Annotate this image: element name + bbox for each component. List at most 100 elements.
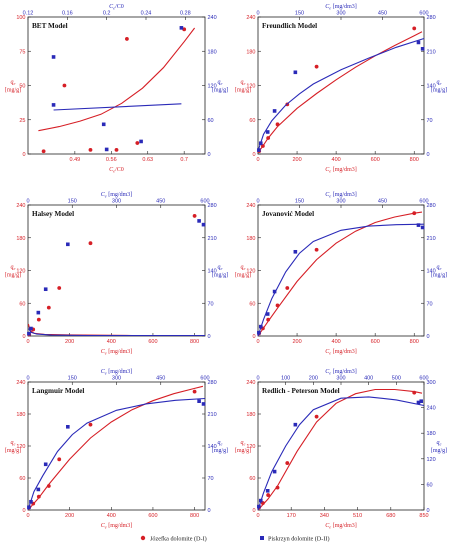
x2-tick-label: 300 — [336, 11, 345, 17]
data-point-blue — [101, 122, 106, 127]
y2-axis-unit: [mg/g] — [212, 88, 228, 94]
x-tick-label: 600 — [371, 339, 380, 345]
legend-item-jozefka: Józefka dolomite (D-I) — [140, 535, 207, 542]
chart-title: Langmuir Model — [32, 387, 84, 395]
x2-tick-label: 0 — [256, 11, 259, 17]
x-tick-label: 800 — [190, 513, 199, 519]
y2-tick-label: 120 — [208, 84, 217, 90]
y2-tick-label: 0 — [427, 152, 430, 158]
y-axis-unit: [mg/g] — [235, 448, 251, 454]
y-tick-label: 75 — [19, 49, 25, 55]
x-tick-label: 850 — [419, 513, 428, 519]
x2-tick-label: 0.2 — [103, 11, 111, 17]
data-point-blue — [197, 399, 201, 403]
fit-curve-blue — [257, 396, 425, 511]
y2-tick-label: 210 — [427, 49, 436, 55]
data-point-red — [62, 83, 67, 88]
data-point-blue — [272, 109, 277, 113]
y2-axis-label: qe — [437, 80, 442, 87]
data-point-red — [135, 141, 140, 145]
x2-axis-label: Ce/C0 — [109, 4, 124, 11]
y2-axis-label: qe — [218, 265, 223, 272]
y-axis-label: qe — [11, 265, 16, 272]
x-tick-label: 200 — [65, 339, 74, 345]
x-axis-label: Ce [mg/dm3] — [325, 523, 356, 530]
y-tick-label: 180 — [16, 236, 25, 242]
y2-tick-label: 280 — [208, 380, 217, 386]
data-point-blue — [51, 55, 56, 59]
x2-tick-label: 0 — [26, 199, 29, 205]
data-point-blue — [257, 148, 261, 152]
data-point-blue — [27, 331, 31, 336]
x-tick-label: 510 — [353, 513, 362, 519]
y2-axis-unit: [mg/g] — [431, 448, 447, 454]
data-point-blue — [36, 487, 41, 492]
fit-curve-blue — [53, 103, 182, 111]
data-point-blue — [416, 400, 421, 405]
y-tick-label: 60 — [19, 301, 25, 307]
x2-tick-label: 150 — [295, 11, 304, 17]
y2-tick-label: 280 — [208, 203, 217, 209]
data-point-red — [192, 214, 197, 218]
x2-tick-label: 0 — [26, 376, 29, 382]
x-tick-label: 0 — [256, 513, 259, 519]
data-point-red — [88, 422, 93, 427]
chart-title: Freundlich Model — [262, 22, 317, 30]
plot-frame — [27, 204, 206, 337]
data-point-red — [412, 26, 417, 31]
x2-tick-label: 450 — [156, 199, 165, 205]
y-axis-unit: [mg/g] — [235, 273, 251, 279]
y-tick-label: 180 — [246, 412, 255, 418]
x2-tick-label: 300 — [336, 199, 345, 205]
data-point-blue — [265, 130, 270, 134]
x-tick-label: 0 — [256, 339, 259, 345]
x2-tick-label: 400 — [364, 376, 373, 382]
data-point-blue — [104, 147, 109, 152]
x-tick-label: 400 — [332, 157, 341, 163]
data-point-red — [285, 286, 290, 290]
x2-tick-label: 500 — [392, 376, 401, 382]
fit-curve-red — [27, 385, 204, 511]
x2-axis-label: Ce [mg/dm3] — [325, 369, 356, 376]
x-tick-label: 200 — [292, 157, 301, 163]
x2-tick-label: 300 — [112, 199, 121, 205]
data-point-blue — [416, 223, 421, 227]
data-point-blue — [139, 139, 143, 144]
x-tick-label: 600 — [371, 157, 380, 163]
data-point-red — [36, 494, 41, 499]
y-axis-label: qe — [11, 440, 16, 447]
y2-tick-label: 0 — [427, 508, 430, 514]
y2-tick-label: 0 — [208, 334, 211, 340]
y-tick-label: 60 — [249, 301, 255, 307]
x2-tick-label: 0.12 — [23, 11, 34, 17]
x-axis-label: Ce/C0 — [109, 167, 124, 174]
y-tick-label: 180 — [246, 236, 255, 242]
fit-curve-blue — [257, 223, 425, 337]
x2-axis-label: Ce [mg/dm3] — [101, 192, 132, 199]
x-tick-label: 0.7 — [180, 157, 188, 163]
data-point-red — [41, 149, 46, 154]
chart-title: Jovanović Model — [262, 210, 314, 218]
data-point-red — [275, 485, 280, 490]
x-tick-label: 680 — [386, 513, 395, 519]
data-point-blue — [265, 312, 270, 316]
y-axis-label: qe — [241, 265, 246, 272]
y-axis-unit: [mg/g] — [5, 88, 21, 94]
x-tick-label: 170 — [287, 513, 296, 519]
data-point-blue — [293, 249, 298, 254]
chart-title: Halsey Model — [32, 210, 74, 218]
data-point-red — [314, 247, 319, 252]
x-tick-label: 0 — [256, 157, 259, 163]
x2-tick-label: 150 — [68, 376, 77, 382]
data-point-blue — [197, 219, 201, 223]
data-point-red — [266, 317, 271, 322]
data-point-red — [46, 484, 51, 488]
y-axis-label: qe — [241, 80, 246, 87]
y-tick-label: 0 — [252, 508, 255, 514]
y-axis-unit: [mg/g] — [5, 448, 21, 454]
